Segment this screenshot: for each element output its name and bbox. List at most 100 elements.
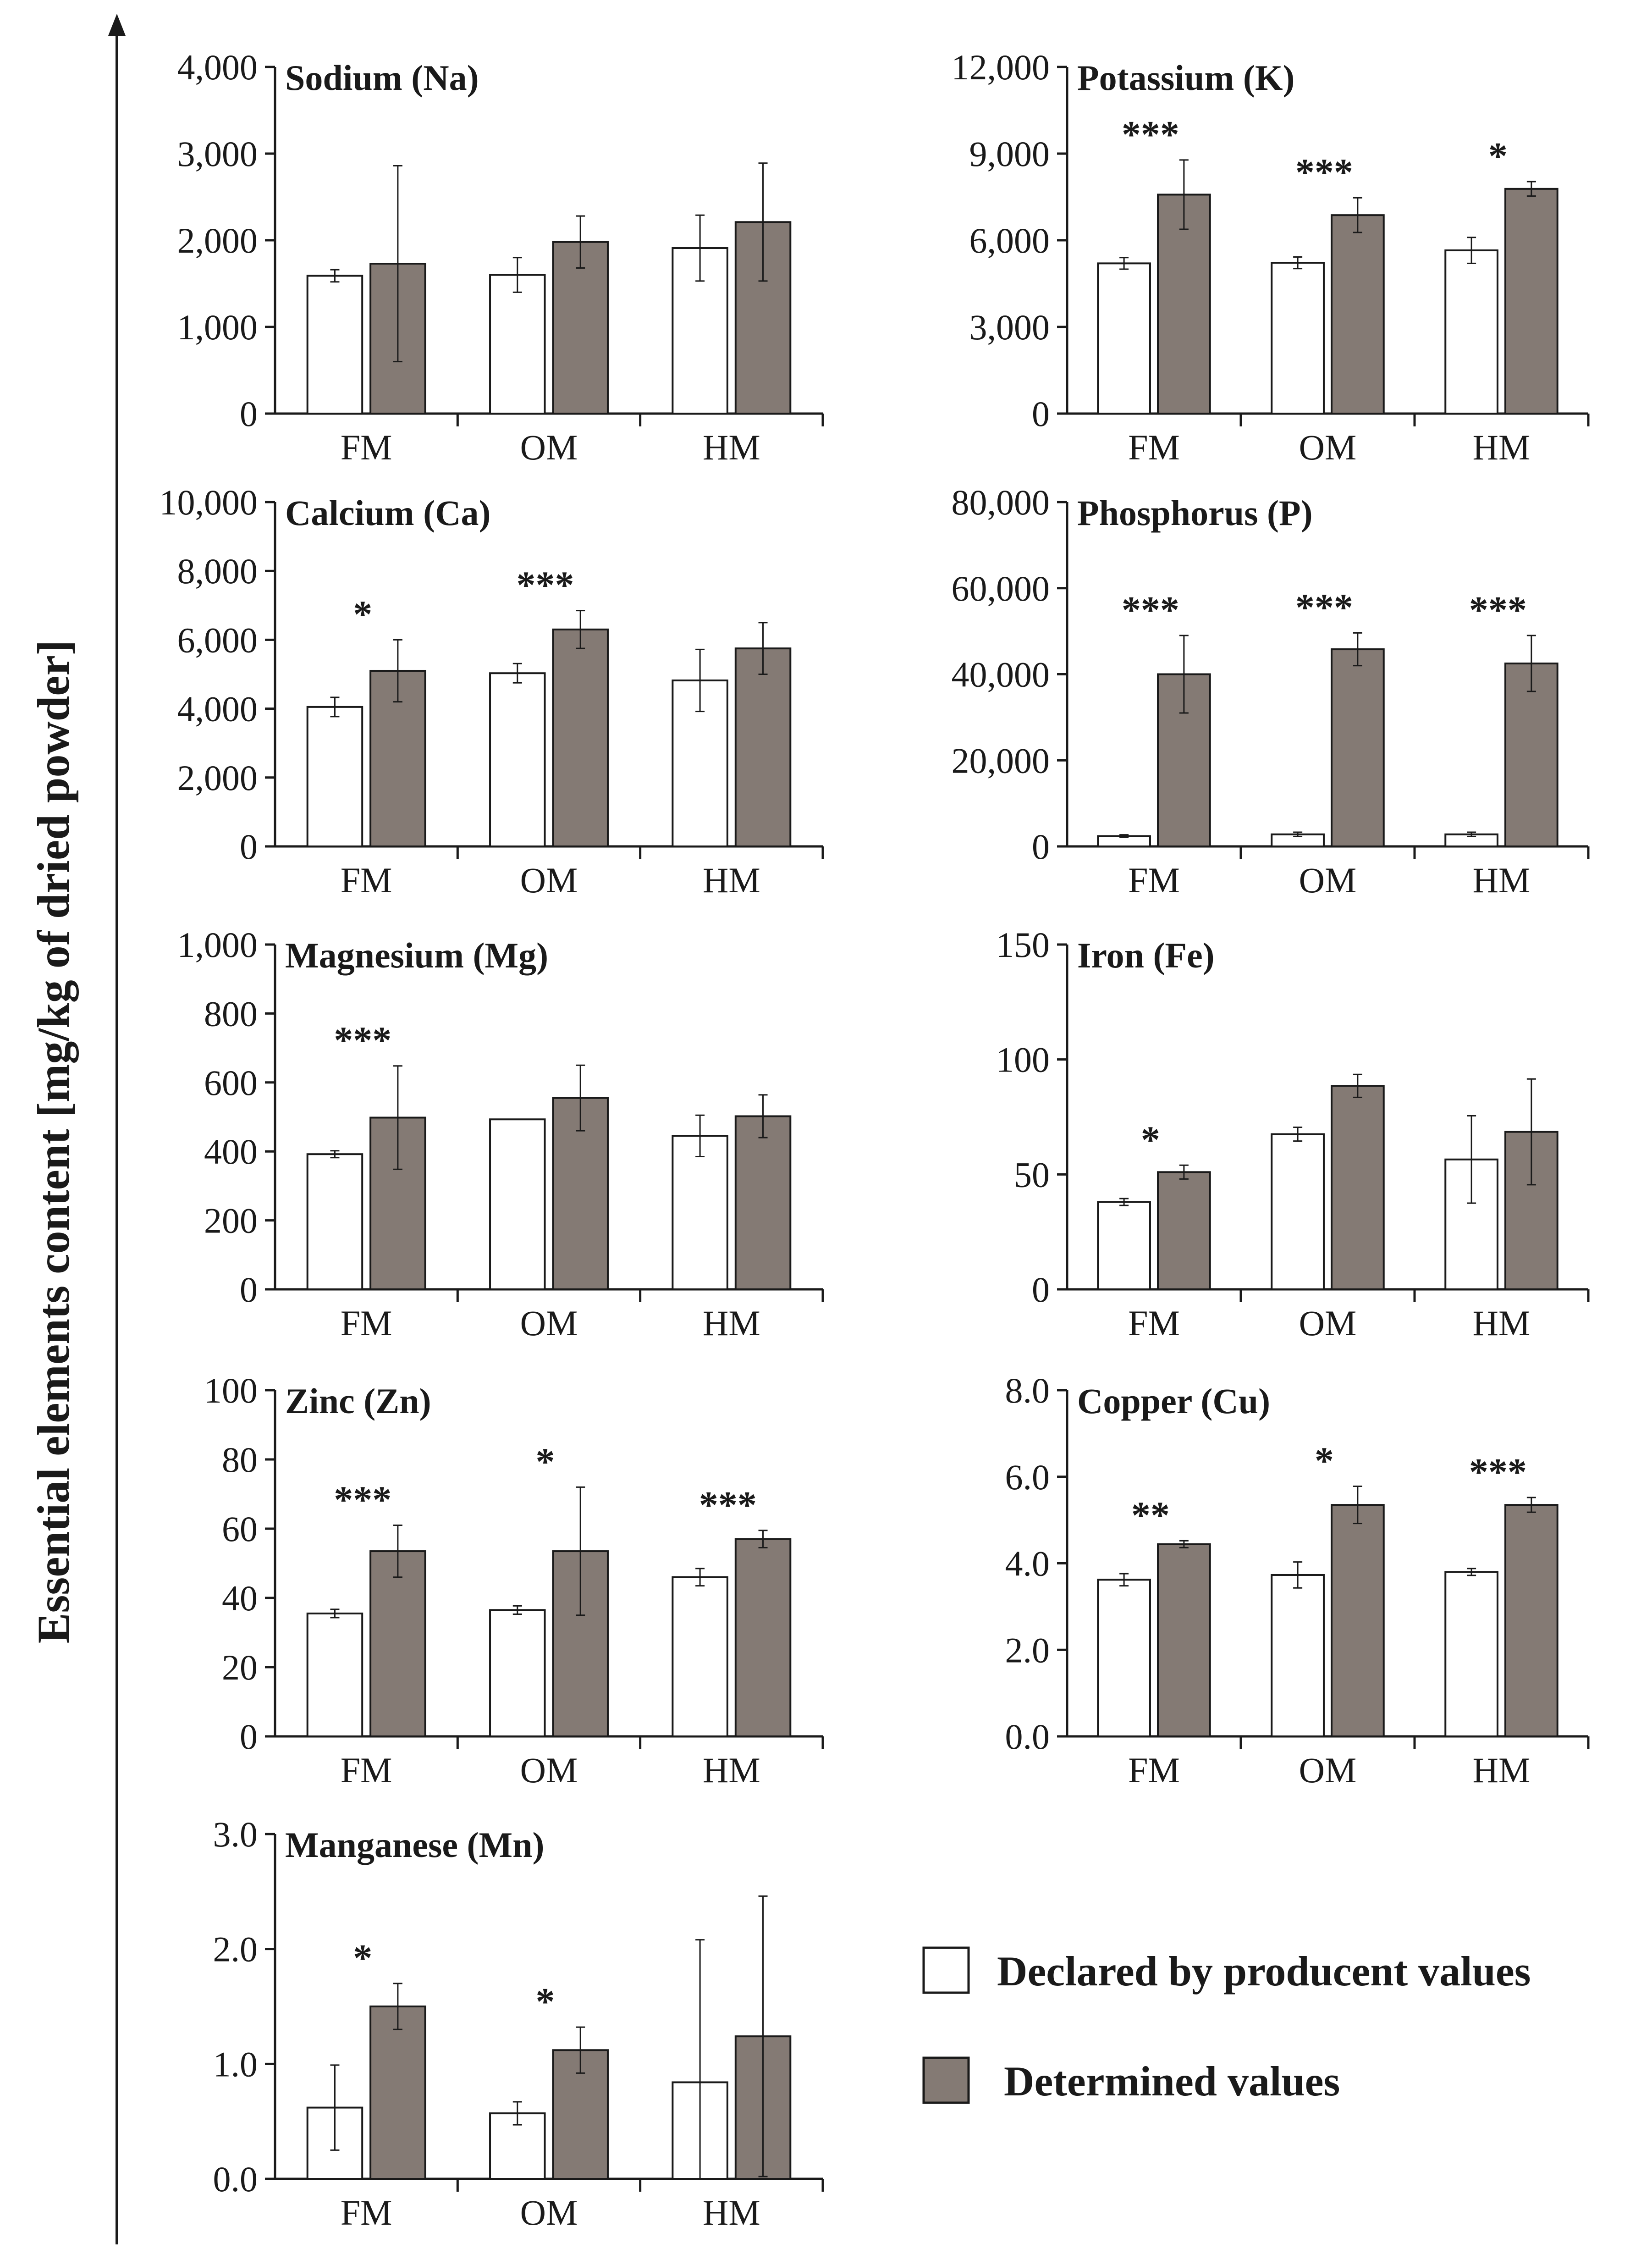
y-tick-label: 0 (240, 1270, 258, 1310)
bar-declared (489, 274, 546, 414)
error-bar (576, 610, 585, 649)
error-bar (1353, 1073, 1362, 1098)
y-tick-label: 0 (1032, 394, 1050, 434)
bar-declared (306, 1612, 363, 1738)
bar-determined (1504, 1504, 1558, 1737)
significance-marker: * (353, 1937, 372, 1979)
y-tick-label: 10,000 (160, 482, 258, 522)
bar-determined (1331, 214, 1385, 414)
y-tick-label: 0.0 (1005, 1717, 1050, 1757)
y-tick-label: 4.0 (1005, 1544, 1050, 1584)
error-bar (576, 2026, 585, 2074)
y-tick-label: 150 (996, 925, 1050, 965)
y-tick-label: 40,000 (952, 655, 1050, 695)
significance-marker: * (353, 593, 372, 635)
y-tick-label: 800 (204, 994, 258, 1033)
error-bar (512, 2101, 522, 2126)
y-tick-label: 200 (204, 1201, 258, 1241)
category-label: HM (1473, 860, 1531, 900)
significance-marker: * (536, 1440, 555, 1483)
bar-determined (1157, 1543, 1211, 1738)
error-bar (1119, 834, 1129, 838)
error-bar (1526, 181, 1536, 197)
y-tick-label: 400 (204, 1132, 258, 1171)
y-tick-label: 8.0 (1005, 1370, 1050, 1410)
panel-title: Iron (Fe) (1077, 935, 1215, 975)
error-bar (758, 622, 768, 675)
y-tick-label: 100 (204, 1370, 258, 1410)
bar-declared (489, 2112, 546, 2180)
error-bar (1293, 256, 1303, 270)
error-bar (330, 1150, 340, 1159)
significance-marker: *** (1295, 151, 1353, 193)
significance-marker: *** (699, 1484, 757, 1526)
significance-marker: *** (1295, 586, 1353, 629)
error-bar (393, 639, 402, 703)
y-tick-label: 2,000 (177, 221, 258, 260)
panel-title: Phosphorus (P) (1077, 493, 1313, 533)
y-tick-label: 2,000 (177, 758, 258, 798)
category-label: HM (703, 2193, 760, 2232)
bar-declared (672, 1135, 728, 1291)
category-label: HM (1473, 1303, 1531, 1343)
error-bar (393, 1065, 402, 1170)
bar-declared (489, 1118, 546, 1290)
significance-marker: * (1488, 135, 1508, 177)
error-bar (695, 1939, 705, 2180)
y-tick-label: 3.0 (213, 1814, 258, 1854)
y-tick-label: 50 (1014, 1155, 1050, 1194)
bar-determined (1504, 188, 1558, 414)
y-tick-label: 4,000 (177, 689, 258, 729)
y-tick-label: 3,000 (177, 134, 258, 174)
panel-1: 0 1,000 2,000 3,000 4,000 FM OM HM Sodium (Na) (177, 47, 824, 467)
error-bar (1293, 1127, 1303, 1142)
error-bar (695, 1568, 705, 1587)
bar-declared (489, 1609, 546, 1738)
panel-8: 0.0 2.0 4.0 6.0 8.0 FM ** OM * HM *** Copper (Cu) (1005, 1370, 1590, 1790)
global-y-axis: Essential elements content [mg/kg of dri… (28, 14, 126, 2244)
y-tick-label: 20 (222, 1647, 258, 1687)
significance-marker: *** (1469, 589, 1527, 631)
global-y-axis-arrow-icon (108, 14, 126, 36)
error-bar (1467, 1568, 1476, 1576)
error-bar (576, 1064, 585, 1132)
bar-determined (552, 628, 609, 847)
y-tick-label: 60 (222, 1509, 258, 1549)
error-bar (695, 1114, 705, 1157)
significance-marker: * (1141, 1118, 1160, 1161)
category-label: OM (520, 1750, 578, 1790)
error-bar (1353, 632, 1362, 667)
y-tick-label: 80 (222, 1440, 258, 1480)
legend-swatch-determined (922, 2056, 970, 2104)
bar-determined (369, 2006, 426, 2180)
category-label: HM (703, 1303, 760, 1343)
category-label: HM (703, 427, 760, 467)
significance-marker: *** (1469, 1451, 1527, 1493)
category-label: HM (703, 860, 760, 900)
panel-title: Magnesium (Mg) (285, 935, 548, 975)
error-bar (1526, 1497, 1536, 1513)
significance-marker: *** (334, 1019, 391, 1062)
category-label: OM (1299, 860, 1357, 900)
y-tick-label: 100 (996, 1040, 1050, 1080)
panels: 0 1,000 2,000 3,000 4,000 FM OM HM Sodium (Na) 0 3… (160, 47, 1590, 2232)
error-bar (1179, 159, 1189, 230)
y-tick-label: 0 (240, 827, 258, 867)
category-label: FM (341, 860, 392, 900)
error-bar (1293, 1561, 1303, 1589)
global-y-axis-label: Essential elements content [mg/kg of dri… (28, 640, 79, 1644)
bar-declared (1097, 1579, 1151, 1738)
error-bar (393, 1983, 402, 2030)
legend: Declared by producent values Determined … (922, 1946, 1531, 2105)
bar-determined (734, 1538, 792, 1737)
bar-declared (1444, 249, 1498, 414)
bar-declared (1097, 262, 1151, 415)
error-bar (393, 165, 402, 363)
y-tick-label: 6,000 (177, 620, 258, 660)
error-bar (1119, 1573, 1129, 1587)
error-bar (1179, 635, 1189, 714)
bar-declared (306, 1153, 363, 1291)
y-tick-label: 2.0 (213, 1929, 258, 1969)
error-bar (1467, 1115, 1476, 1204)
